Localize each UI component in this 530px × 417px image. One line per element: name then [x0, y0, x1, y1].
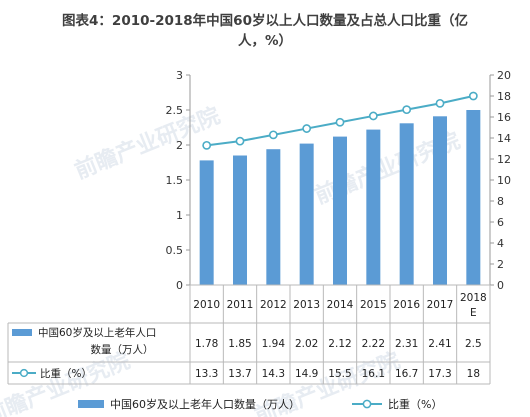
left-axis-tick-label: 1 — [176, 209, 183, 222]
table-series-label: 比重（%） — [40, 367, 92, 380]
data-label: 2.31 — [395, 338, 418, 350]
x-axis-category-label: 2014 — [327, 299, 354, 311]
x-axis-category-label: 2012 — [260, 299, 287, 311]
table-series-label: 数量（万人） — [91, 343, 154, 356]
left-axis-tick-label: 2.5 — [166, 104, 184, 117]
x-axis-category-label: 2016 — [393, 299, 420, 311]
x-axis-category-label: 2017 — [427, 299, 454, 311]
right-axis-tick-label: 0 — [497, 279, 504, 292]
bar-series — [199, 110, 481, 285]
table-series-key-marker — [19, 368, 29, 378]
bar — [333, 136, 347, 285]
legend-key-bar — [78, 400, 104, 408]
bar — [433, 116, 447, 285]
line-marker — [368, 111, 378, 121]
left-axis-tick-label: 3 — [176, 69, 183, 82]
x-axis-category-label: 2018 — [460, 292, 487, 304]
data-label: 17.3 — [428, 368, 451, 380]
data-label: 14.9 — [295, 368, 318, 380]
right-axis-tick-label: 18 — [497, 90, 511, 103]
x-axis-category-label: E — [470, 307, 477, 319]
right-axis-tick-label: 14 — [497, 132, 511, 145]
data-label: 1.78 — [195, 338, 218, 350]
data-label: 2.22 — [362, 338, 385, 350]
data-label: 1.94 — [262, 338, 286, 350]
left-axis-tick-label: 2 — [176, 139, 183, 152]
line-marker — [468, 91, 478, 101]
bar — [266, 149, 281, 285]
data-label: 16.1 — [362, 368, 385, 380]
data-label: 14.3 — [262, 368, 285, 380]
line-marker — [435, 98, 445, 108]
axes: 0 0.5 1 1.5 2 2.5 3 0 2 4 6 8 10 12 14 16 18 20 — [166, 69, 512, 292]
left-axis-tick-label: 0 — [176, 279, 183, 292]
legend-label: 比重（%） — [388, 397, 442, 411]
bar — [233, 155, 247, 285]
table-series-label: 中国60岁及以上老年人口 — [38, 326, 156, 339]
data-label: 2.12 — [328, 338, 351, 350]
data-label: 18 — [467, 368, 480, 380]
data-label: 16.7 — [395, 368, 418, 380]
right-axis-tick-label: 2 — [497, 258, 504, 271]
x-axis-category-label: 2013 — [293, 299, 320, 311]
data-label: 15.5 — [328, 368, 351, 380]
right-axis-tick-label: 10 — [497, 174, 511, 187]
right-axis-tick-label: 4 — [497, 237, 504, 250]
line-marker — [202, 140, 212, 150]
bar — [199, 160, 214, 285]
data-table: 2010 2011 2012 2013 2014 2015 2016 2017 2018 E 中国6… — [7, 284, 491, 385]
line-marker — [235, 136, 245, 146]
legend-key-marker — [362, 399, 372, 409]
table-series-key — [12, 329, 32, 336]
left-axis-tick-label: 0.5 — [166, 244, 184, 257]
data-label: 13.3 — [195, 368, 218, 380]
data-label: 2.5 — [465, 338, 482, 350]
x-axis-category-label: 2011 — [227, 299, 254, 311]
left-axis-tick-label: 1.5 — [166, 174, 184, 187]
legend-label: 中国60岁及以上老年人口数量（万人） — [110, 397, 300, 411]
bar — [299, 143, 314, 285]
line-marker — [335, 117, 345, 127]
data-label: 1.85 — [228, 338, 251, 350]
line-series — [202, 91, 478, 150]
right-axis-tick-label: 12 — [497, 153, 511, 166]
line-marker — [402, 105, 412, 115]
right-axis-tick-label: 20 — [497, 69, 511, 82]
bar — [366, 129, 381, 285]
line-marker — [268, 130, 278, 140]
right-axis-tick-label: 8 — [497, 195, 504, 208]
x-axis-category-label: 2010 — [193, 299, 220, 311]
legend: 中国60岁及以上老年人口数量（万人） 比重（%） — [78, 397, 442, 411]
data-label: 2.41 — [428, 338, 451, 350]
line-marker — [302, 124, 312, 133]
data-label: 13.7 — [228, 368, 251, 380]
bar — [399, 123, 414, 285]
x-axis-category-label: 2015 — [360, 299, 387, 311]
right-axis-tick-label: 16 — [497, 111, 511, 124]
chart-title-line1: 图表4：2010-2018年中国60岁以上人口数量及占总人口比重（亿 — [62, 12, 468, 29]
chart-title-line2: 人，%） — [238, 33, 292, 49]
data-label: 2.02 — [295, 338, 318, 350]
right-axis-tick-label: 6 — [497, 216, 504, 229]
bar — [466, 110, 481, 285]
